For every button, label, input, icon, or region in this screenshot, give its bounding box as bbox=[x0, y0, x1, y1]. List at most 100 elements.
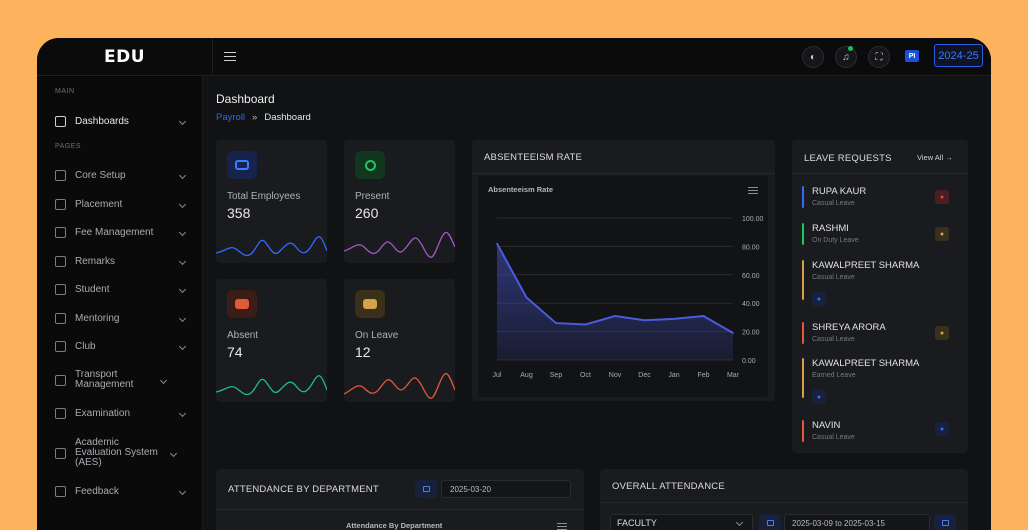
card-header: LEAVE REQUESTS bbox=[804, 153, 892, 164]
sparkline bbox=[216, 375, 327, 396]
sidebar-item-transport-management[interactable]: Transport Management bbox=[55, 370, 185, 390]
sidebar-item-mentoring[interactable]: Mentoring bbox=[55, 313, 187, 324]
chevron-down-icon bbox=[159, 376, 168, 384]
divider bbox=[472, 173, 775, 174]
data-point bbox=[614, 315, 616, 317]
stat-card-on-leave[interactable]: On Leave 12 bbox=[344, 279, 455, 402]
app-window: EDU ◐ ♫ ⛶ PI 2024-25 MAIN Dashboards PAG… bbox=[37, 38, 991, 530]
sparkline bbox=[344, 231, 455, 258]
info-icon[interactable]: ● bbox=[935, 422, 949, 436]
x-tick-label: Oct bbox=[580, 372, 591, 379]
chart-menu-icon[interactable] bbox=[748, 187, 758, 195]
message-icon bbox=[55, 256, 66, 267]
stat-value: 12 bbox=[355, 344, 371, 360]
y-tick-label: 100.00 bbox=[742, 216, 764, 223]
chart-menu-icon[interactable] bbox=[557, 523, 567, 530]
leave-color-bar bbox=[802, 358, 804, 398]
sidebar-item-remarks[interactable]: Remarks bbox=[55, 256, 187, 267]
info-icon[interactable]: ● bbox=[812, 390, 826, 404]
leave-request-item[interactable]: KAWALPREET SHARMA Earned Leave ● bbox=[802, 358, 957, 408]
calendar-icon[interactable] bbox=[759, 514, 781, 530]
overall-attendance-card: OVERALL ATTENDANCE FACULTY 2025-03-09 to… bbox=[600, 469, 968, 530]
chart-title: Absenteeism Rate bbox=[488, 185, 554, 194]
leave-employee-name: NAVIN bbox=[812, 420, 841, 431]
sidebar: MAIN Dashboards PAGES Core Setup Placeme… bbox=[37, 76, 203, 530]
y-tick-label: 20.00 bbox=[742, 330, 760, 337]
stat-card-present[interactable]: Present 260 bbox=[344, 140, 455, 263]
breadcrumb-current: Dashboard bbox=[264, 112, 311, 123]
chevron-down-icon bbox=[178, 314, 187, 323]
stat-value: 358 bbox=[227, 205, 251, 221]
x-tick-label: Aug bbox=[520, 372, 533, 379]
stat-label: Present bbox=[355, 191, 390, 202]
leave-employee-name: KAWALPREET SHARMA bbox=[812, 260, 920, 271]
stat-value: 260 bbox=[355, 205, 379, 221]
sidebar-item-academic-evaluation[interactable]: Academic Evaluation System (AES) bbox=[55, 438, 185, 468]
sidebar-item-dashboards[interactable]: Dashboards bbox=[55, 116, 187, 127]
users-icon bbox=[227, 151, 257, 179]
sidebar-item-placement[interactable]: Placement bbox=[55, 199, 187, 210]
calendar-icon[interactable] bbox=[415, 480, 437, 498]
data-point bbox=[555, 322, 557, 324]
notification-dot bbox=[848, 46, 853, 51]
leave-type: Casual Leave bbox=[812, 434, 855, 441]
stat-card-total-employees[interactable]: Total Employees 358 bbox=[216, 140, 327, 263]
avatar[interactable]: PI bbox=[905, 50, 919, 62]
breadcrumb-link-payroll[interactable]: Payroll bbox=[216, 112, 246, 123]
faculty-select[interactable]: FACULTY bbox=[610, 514, 753, 530]
data-point bbox=[732, 332, 734, 334]
chevron-down-icon bbox=[178, 487, 187, 496]
data-point bbox=[496, 242, 498, 245]
bell-icon[interactable]: ♫ bbox=[835, 46, 857, 68]
pending-icon[interactable]: ● bbox=[935, 326, 949, 340]
leave-request-item[interactable]: SHREYA ARORA Casual Leave ● bbox=[802, 322, 957, 346]
fullscreen-icon[interactable]: ⛶ bbox=[868, 46, 890, 68]
leave-request-item[interactable]: RUPA KAUR Casual Leave ● bbox=[802, 186, 957, 210]
reject-icon[interactable]: ● bbox=[935, 190, 949, 204]
theme-toggle-icon[interactable]: ◐ bbox=[802, 46, 824, 68]
user-clock-icon bbox=[355, 290, 385, 318]
menu-toggle-icon[interactable] bbox=[224, 50, 236, 62]
chevron-down-icon bbox=[178, 228, 187, 237]
pending-icon[interactable]: ● bbox=[935, 227, 949, 241]
data-point bbox=[702, 315, 705, 317]
stat-label: On Leave bbox=[355, 330, 399, 341]
leave-color-bar bbox=[802, 260, 804, 300]
sparkline bbox=[344, 372, 455, 399]
sidebar-item-core-setup[interactable]: Core Setup bbox=[55, 170, 187, 181]
home-icon bbox=[55, 116, 66, 127]
sidebar-item-student[interactable]: Student bbox=[55, 284, 187, 295]
info-icon[interactable]: ● bbox=[812, 292, 826, 306]
leave-request-item[interactable]: KAWALPREET SHARMA Casual Leave ● bbox=[802, 260, 957, 310]
sidebar-item-fee-management[interactable]: Fee Management bbox=[55, 227, 187, 238]
download-icon[interactable] bbox=[934, 514, 956, 530]
sidebar-item-feedback[interactable]: Feedback bbox=[55, 486, 187, 497]
page-title: Dashboard bbox=[216, 92, 275, 106]
sidebar-item-examination[interactable]: Examination bbox=[55, 408, 187, 419]
leave-type: Casual Leave bbox=[812, 200, 855, 207]
chart-title: Attendance By Department bbox=[346, 521, 443, 530]
check-user-icon bbox=[355, 151, 385, 179]
data-point bbox=[584, 323, 587, 326]
leave-requests-card: LEAVE REQUESTS View All → RUPA KAUR Casu… bbox=[792, 140, 968, 453]
chevron-down-icon bbox=[178, 117, 187, 126]
date-input[interactable]: 2025-03-20 bbox=[441, 480, 571, 498]
x-tick-label: Feb bbox=[697, 372, 709, 379]
view-all-link[interactable]: View All → bbox=[917, 153, 953, 162]
sidebar-heading-main: MAIN bbox=[55, 88, 75, 95]
faculty-select-value: FACULTY bbox=[617, 518, 657, 528]
leave-request-item[interactable]: RASHMI On Duty Leave ● bbox=[802, 223, 957, 247]
leave-color-bar bbox=[802, 420, 804, 442]
leave-type: On Duty Leave bbox=[812, 237, 859, 244]
logo[interactable]: EDU bbox=[37, 38, 213, 76]
academic-year-button[interactable]: 2024-25 bbox=[934, 44, 983, 67]
feedback-icon bbox=[55, 486, 66, 497]
chevron-down-icon bbox=[178, 285, 187, 294]
stat-card-absent[interactable]: Absent 74 bbox=[216, 279, 327, 402]
leave-employee-name: SHREYA ARORA bbox=[812, 322, 886, 333]
sidebar-item-club[interactable]: Club bbox=[55, 341, 187, 352]
leave-request-item[interactable]: NAVIN Casual Leave ● bbox=[802, 420, 957, 444]
date-range-input[interactable]: 2025-03-09 to 2025-03-15 bbox=[784, 514, 930, 530]
breadcrumb: Payroll » Dashboard bbox=[216, 112, 311, 123]
y-tick-label: 0.00 bbox=[742, 358, 756, 365]
